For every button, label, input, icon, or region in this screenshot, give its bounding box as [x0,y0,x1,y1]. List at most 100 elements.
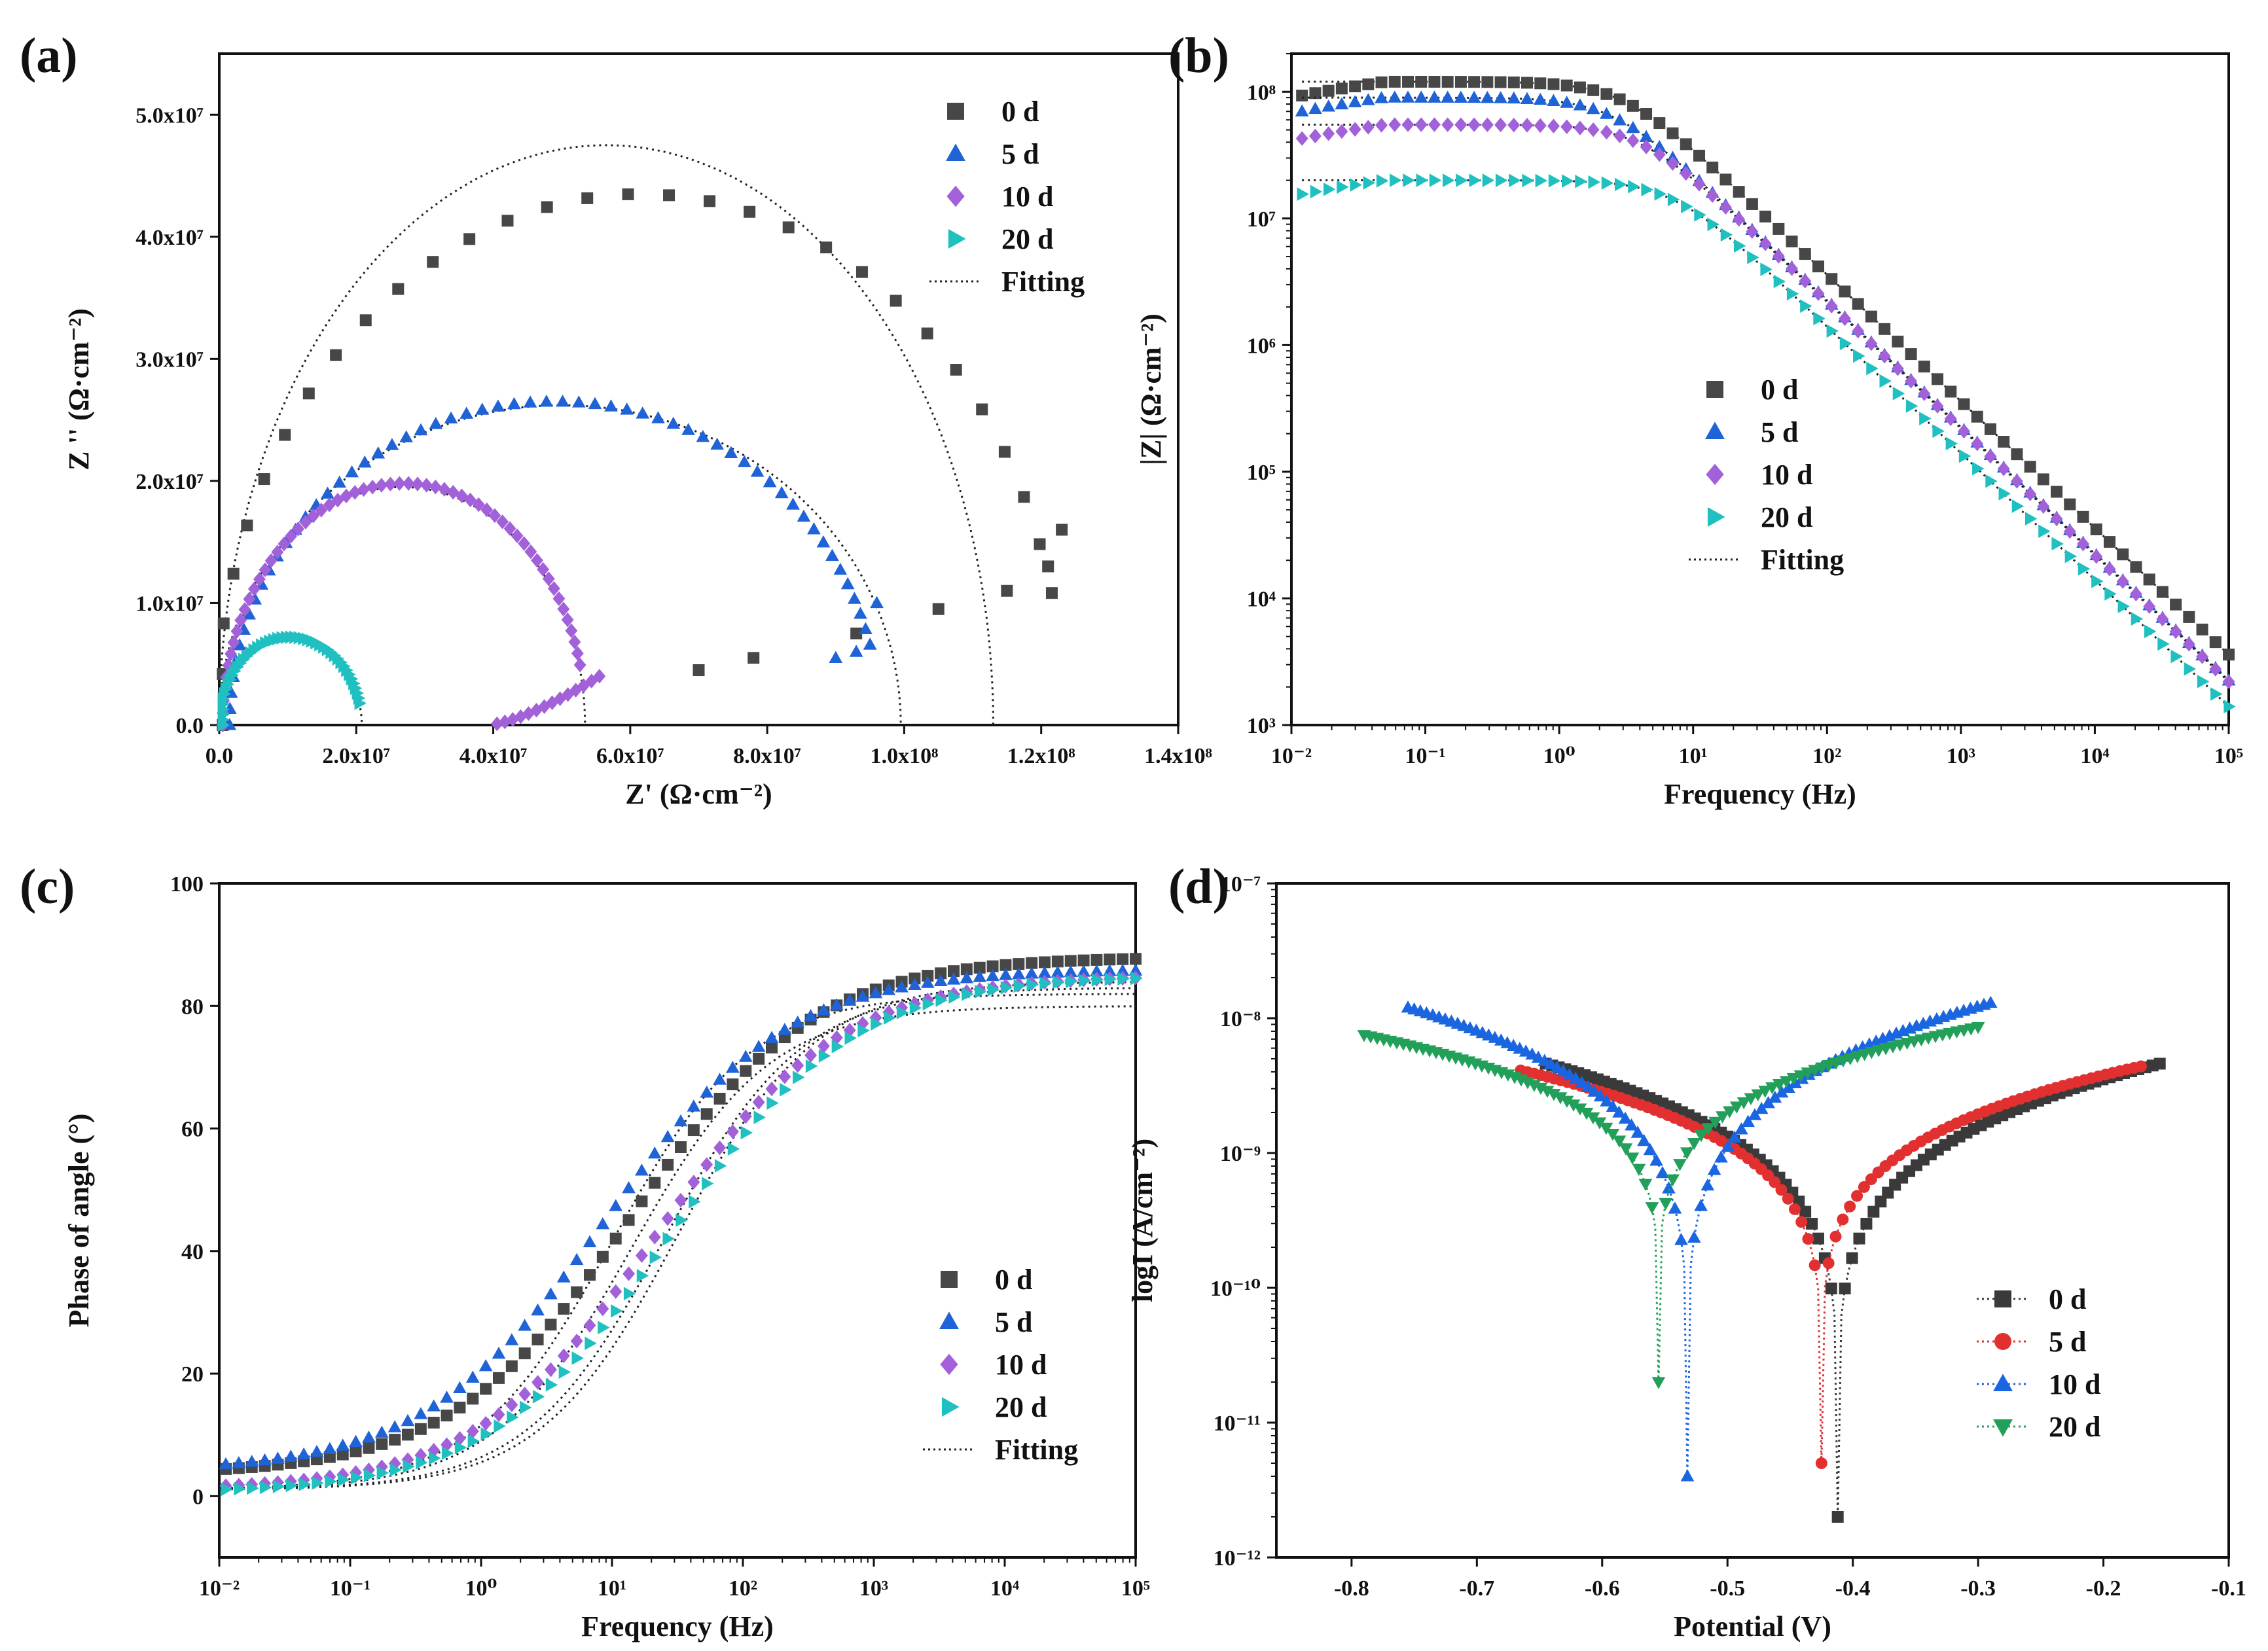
panel-b-point [1388,75,1401,88]
panel-a-point [271,544,284,559]
panel-c-point [401,1413,415,1427]
panel-a-point [333,475,346,488]
panel-a-point [340,488,353,504]
panel-a-point [475,402,490,415]
panel-c-point [1039,976,1052,991]
panel-c-point [948,965,960,978]
panel-c-point [766,1041,778,1054]
panel-b-point [1693,149,1705,162]
panel-a-point [998,446,1011,458]
panel-b-point [1866,361,1879,376]
panel-a-xtick-label: 1.0x10⁸ [871,744,939,768]
panel-b-point [2144,624,2157,639]
panel-c-point [531,1333,544,1345]
panel-c-point [297,1447,311,1460]
panel-c-point [350,1445,362,1457]
panel-b-point [2051,537,2064,551]
panel-a-point [747,652,760,664]
panel-a-point [807,522,821,535]
panel-c-point [272,1480,285,1493]
panel-b-point [1416,173,1429,187]
panel-b-point [1878,348,1891,364]
panel-d-point [1795,1216,1808,1228]
panel-a-point [524,544,537,559]
panel-d-point [1579,1107,1594,1120]
panel-c-xtick-label: 10⁰ [465,1576,497,1601]
panel-c-point [869,1010,882,1025]
panel-c-point [363,1442,375,1454]
panel-b-point [1746,198,1758,210]
panel-b-point [1905,374,1918,389]
panel-c-point [753,1110,766,1124]
panel-b-point [1997,461,2010,476]
panel-b-point [1533,92,1547,105]
panel-a-legend-label: 10 d [1001,181,1053,213]
panel-c-point [1039,956,1051,968]
panel-b-point [1309,87,1322,99]
panel-c-point [545,1319,557,1331]
panel-b-point [2038,524,2051,539]
panel-b-point [1747,251,1759,264]
panel-b-point [1652,139,1666,152]
panel-b-point [1454,90,1468,103]
panel-d-point [1815,1457,1827,1470]
panel-c-point [558,1365,571,1379]
panel-d-point [1645,1202,1659,1215]
panel-c-point [596,1251,609,1263]
panel-d-letter: (d) [1168,859,1229,914]
panel-c-point [751,1040,766,1052]
panel-b-point [1666,127,1679,139]
panel-c-point [598,1321,610,1335]
panel-c-point [660,1129,675,1143]
panel-c-point [258,1453,272,1466]
panel-c-point [1064,965,1078,978]
panel-a-point [585,673,598,688]
panel-b-point [1839,285,1851,298]
panel-c-point [1104,972,1117,986]
panel-d-ytick-label: 10⁻¹² [1214,1546,1261,1571]
panel-c-point [585,1336,597,1351]
panel-c-point [687,1099,701,1112]
panel-b-xtick-label: 10² [1812,744,1841,768]
panel-b-point [1799,274,1812,289]
panel-b-point [1495,173,1508,188]
panel-d-point [1858,1181,1870,1193]
panel-a-point [480,502,494,518]
panel-a-point [537,561,550,577]
panel-b-point [1932,424,1945,438]
panel-d-point [1853,1232,1865,1245]
panel-c-point [844,1031,857,1045]
panel-d-point [1782,1192,1794,1205]
panel-b-legend-marker [1705,421,1725,440]
panel-c-point [531,1375,545,1390]
panel-c-ytick-label: 60 [181,1118,204,1142]
panel-c-point [376,1466,389,1480]
panel-a-point [763,475,777,488]
panel-c-point [1013,979,1026,993]
panel-b-point [1507,76,1520,88]
panel-b-point [1639,130,1653,142]
panel-b-point [1522,173,1534,188]
panel-b-point [1733,186,1745,198]
panel-c-point [429,1451,441,1465]
panel-b-point [2117,548,2129,561]
panel-a-fit-curve [221,404,902,726]
panel-b-point [1337,180,1349,194]
panel-c-point [766,1096,779,1110]
panel-c-point [896,1006,909,1020]
panel-b-point [1853,349,1865,363]
panel-d-point [1846,1252,1858,1264]
panel-c-point [869,985,883,999]
panel-b-point [2222,674,2235,689]
panel-a-point [833,562,848,575]
panel-c-point [857,1023,870,1038]
panel-c-legend-marker [941,1397,960,1417]
panel-b-point [1891,361,1904,376]
panel-c-point [740,1065,752,1077]
panel-a-fit-curve [218,638,363,726]
panel-c-fit-curve [219,1005,1136,1490]
panel-b-point [1720,228,1733,242]
panel-c-point [636,1269,649,1283]
panel-a-ytick-label: 1.0x10⁷ [135,592,204,616]
panel-c-legend-marker [939,1311,959,1330]
